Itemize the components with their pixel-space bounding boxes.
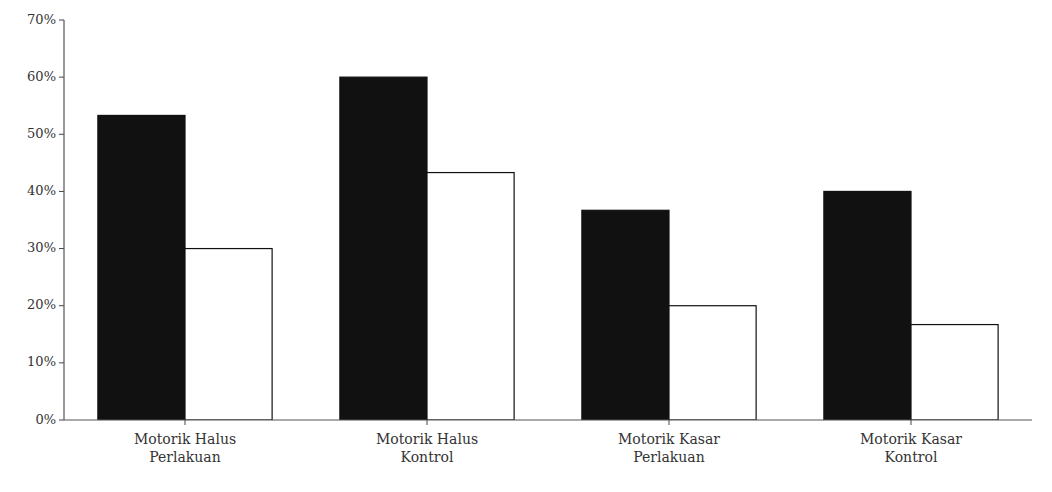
y-tick-label: 70% xyxy=(27,12,56,27)
x-tick-label-line: Motorik Halus xyxy=(134,431,236,447)
x-axis: Motorik Halus Perlakuan Motorik Halus Kontr… xyxy=(134,420,962,465)
y-tick xyxy=(59,191,64,192)
bar xyxy=(582,210,669,420)
y-tick-label: 50% xyxy=(27,126,56,141)
x-tick-label: Motorik Halus Perlakuan xyxy=(134,431,236,465)
x-tick-label-line: Motorik Kasar xyxy=(618,431,720,447)
x-tick-label-line: Perlakuan xyxy=(633,449,704,465)
page: {"chart_data": {"type": "bar", "categori… xyxy=(0,0,1052,492)
bar xyxy=(98,115,185,420)
x-tick xyxy=(427,420,428,425)
x-tick-label-line: Motorik Halus xyxy=(376,431,478,447)
y-tick xyxy=(59,248,64,249)
y-tick xyxy=(59,305,64,306)
bars xyxy=(98,77,998,420)
y-tick xyxy=(59,20,64,21)
bar xyxy=(185,249,272,420)
x-tick xyxy=(911,420,912,425)
x-tick-label-line: Kontrol xyxy=(401,449,454,465)
x-tick xyxy=(185,420,186,425)
y-axis: 0% 10% 20% 30% 40% 50% 60% 70% xyxy=(27,12,64,427)
bar xyxy=(669,306,756,420)
bar xyxy=(824,191,911,420)
x-tick xyxy=(669,420,670,425)
y-tick-label: 30% xyxy=(27,240,56,255)
y-axis-line xyxy=(63,20,64,420)
x-tick-label-line: Perlakuan xyxy=(149,449,220,465)
x-tick-label: Motorik Kasar Perlakuan xyxy=(618,431,720,465)
chart-container: 0% 10% 20% 30% 40% 50% 60% 70% Motorik Halus Perl… xyxy=(0,0,1052,492)
y-tick-label: 0% xyxy=(35,412,56,427)
chart-svg: 0% 10% 20% 30% 40% 50% 60% 70% Motorik Halus Perl… xyxy=(0,0,1052,492)
y-tick-label: 20% xyxy=(27,297,56,312)
y-tick xyxy=(59,362,64,363)
y-tick xyxy=(59,134,64,135)
y-tick-label: 60% xyxy=(27,69,56,84)
x-tick-label: Motorik Kasar Kontrol xyxy=(860,431,962,465)
x-axis-line xyxy=(64,419,1032,420)
y-tick-label: 10% xyxy=(27,354,56,369)
y-tick-label: 40% xyxy=(27,183,56,198)
bar xyxy=(427,173,514,420)
x-tick-label-line: Kontrol xyxy=(885,449,938,465)
bar xyxy=(340,77,427,420)
y-tick xyxy=(59,77,64,78)
x-tick-label-line: Motorik Kasar xyxy=(860,431,962,447)
y-tick xyxy=(59,420,64,421)
bar xyxy=(911,325,998,420)
x-tick-label: Motorik Halus Kontrol xyxy=(376,431,478,465)
